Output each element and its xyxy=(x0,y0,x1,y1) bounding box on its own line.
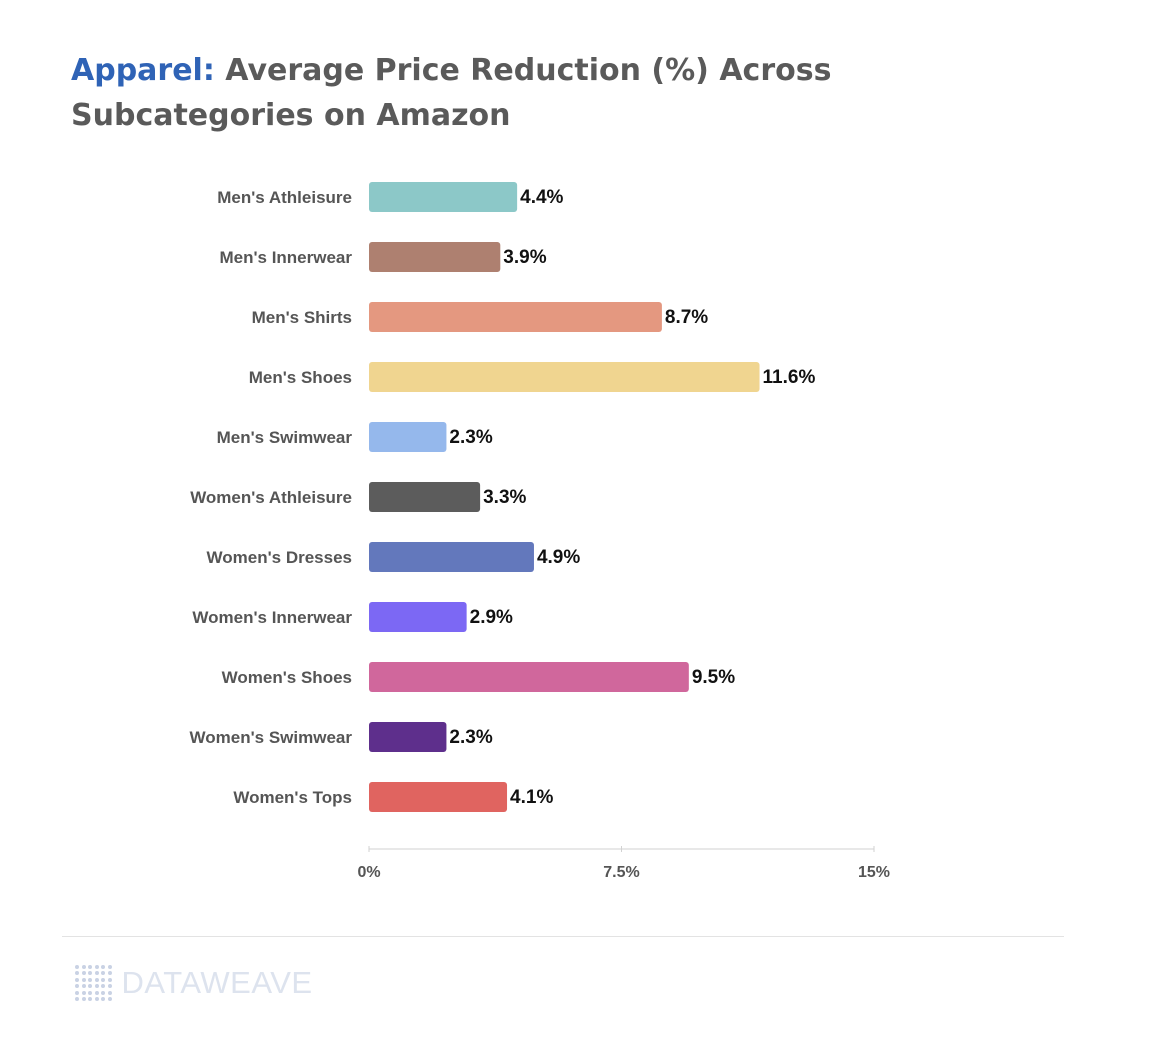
value-label-women-s-shoes: 9.5% xyxy=(692,667,735,688)
value-label-women-s-dresses: 4.9% xyxy=(537,547,580,568)
bar-women-s-shoes xyxy=(369,662,689,692)
category-label-men-s-shoes: Men's Shoes xyxy=(249,368,352,387)
category-label-women-s-shoes: Women's Shoes xyxy=(222,668,352,687)
dataweave-dot-grid-icon xyxy=(75,964,112,1002)
value-label-men-s-swimwear: 2.3% xyxy=(449,427,492,448)
footer-divider xyxy=(62,936,1064,937)
x-tick-label: 0% xyxy=(357,864,380,881)
category-label-women-s-swimwear: Women's Swimwear xyxy=(190,728,353,747)
value-label-men-s-shirts: 8.7% xyxy=(665,307,708,328)
value-label-women-s-innerwear: 2.9% xyxy=(470,607,513,628)
bar-women-s-tops xyxy=(369,782,508,812)
value-label-men-s-innerwear: 3.9% xyxy=(503,247,546,268)
category-label-men-s-athleisure: Men's Athleisure xyxy=(217,188,352,207)
logo-text: DATAWEAVE xyxy=(121,965,313,1000)
value-label-men-s-shoes: 11.6% xyxy=(763,367,816,388)
bar-men-s-shirts xyxy=(369,302,662,332)
category-label-women-s-innerwear: Women's Innerwear xyxy=(192,608,352,627)
x-tick-label: 15% xyxy=(858,864,890,881)
category-label-men-s-shirts: Men's Shirts xyxy=(252,308,352,327)
x-tick-label: 7.5% xyxy=(603,864,639,881)
value-label-women-s-swimwear: 2.3% xyxy=(449,727,492,748)
bar-chart: Men's Athleisure 4.4% Men's Innerwear 3.9% M… xyxy=(190,182,890,881)
value-label-women-s-athleisure: 3.3% xyxy=(483,487,526,508)
chart-title-lead: Apparel: xyxy=(71,53,215,88)
value-label-women-s-tops: 4.1% xyxy=(510,787,553,808)
bar-women-s-athleisure xyxy=(369,482,481,512)
bar-men-s-shoes xyxy=(369,362,760,392)
bar-women-s-innerwear xyxy=(369,602,467,632)
bar-men-s-swimwear xyxy=(369,422,447,452)
category-label-women-s-athleisure: Women's Athleisure xyxy=(190,488,352,507)
bar-women-s-swimwear xyxy=(369,722,447,752)
bar-women-s-dresses xyxy=(369,542,534,572)
chart-title: Apparel: Average Price Reduction (%) Acr… xyxy=(71,48,891,138)
bar-men-s-athleisure xyxy=(369,182,518,212)
category-label-men-s-innerwear: Men's Innerwear xyxy=(219,248,352,267)
bar-men-s-innerwear xyxy=(369,242,501,272)
dataweave-logo: DATAWEAVE xyxy=(75,963,313,1003)
category-label-men-s-swimwear: Men's Swimwear xyxy=(217,428,353,447)
category-label-women-s-tops: Women's Tops xyxy=(233,788,352,807)
category-label-women-s-dresses: Women's Dresses xyxy=(207,548,352,567)
chart-title-rest: Average Price Reduction (%) Across Subca… xyxy=(71,53,832,133)
value-label-men-s-athleisure: 4.4% xyxy=(520,187,563,208)
